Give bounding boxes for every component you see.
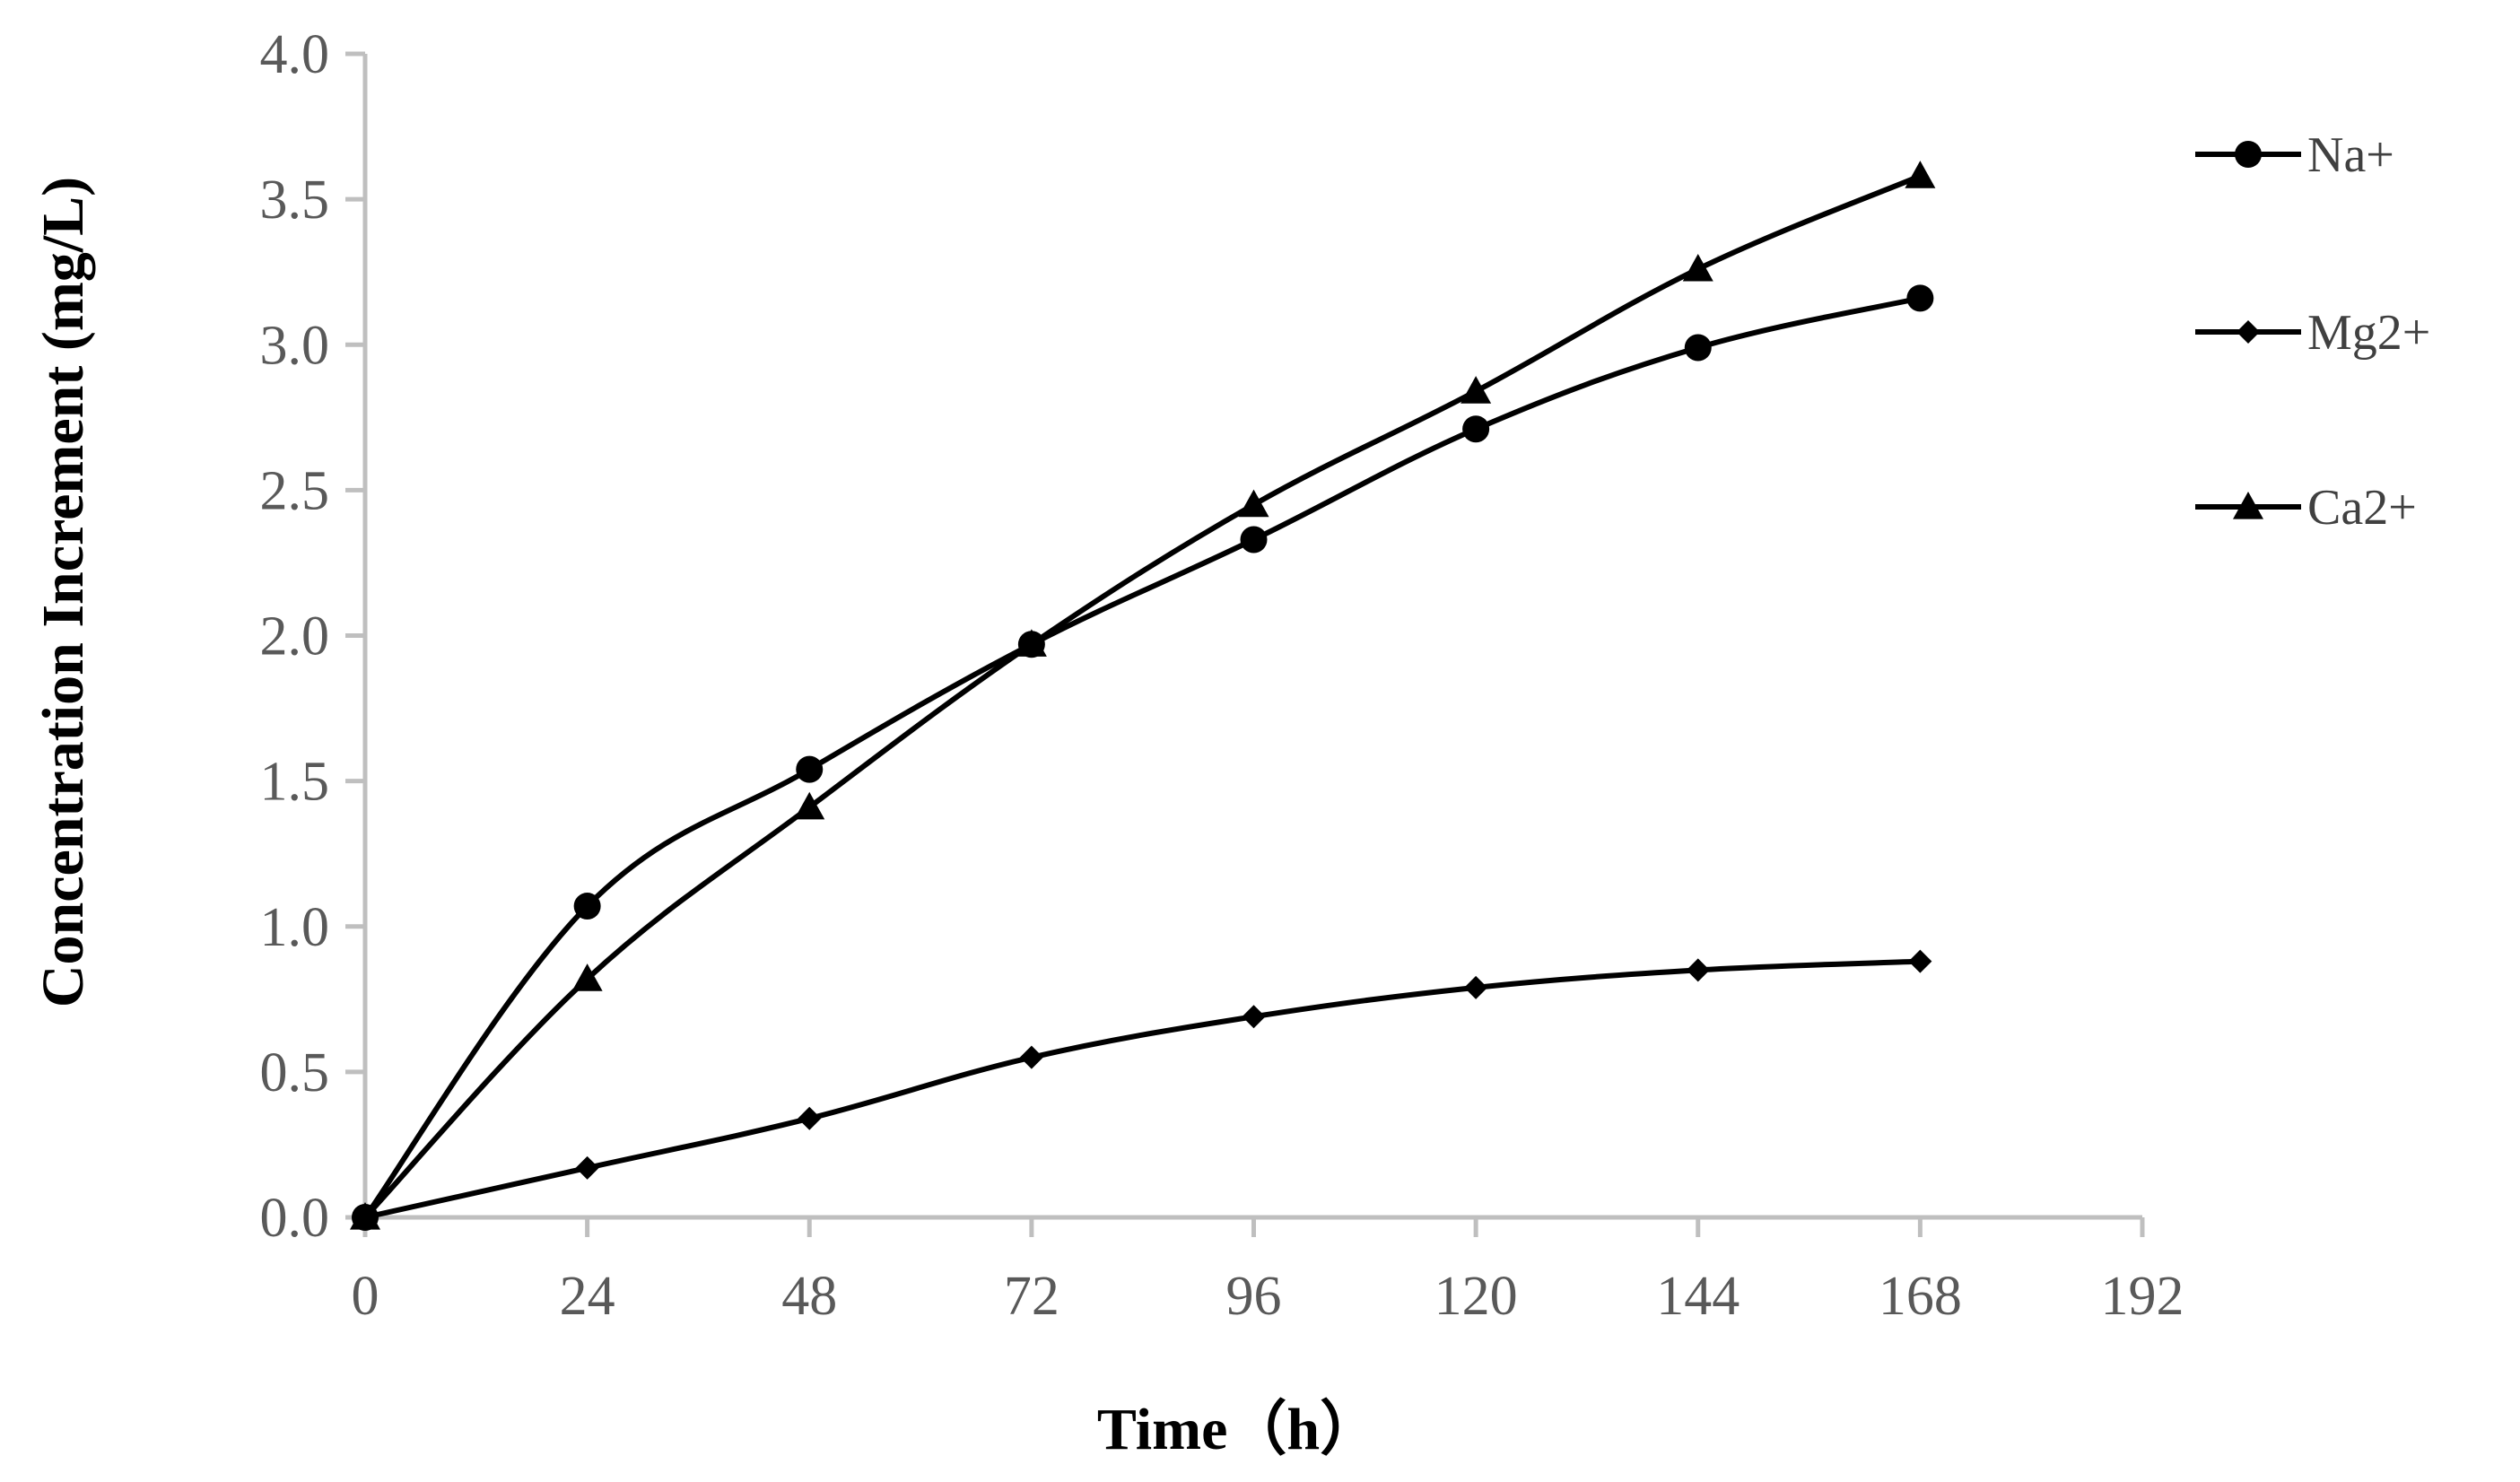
series-na-plus <box>352 284 1934 1231</box>
data-point <box>1240 526 1268 554</box>
legend-item: Mg2+ <box>2195 305 2430 361</box>
x-tick-label: 48 <box>781 1266 837 1327</box>
series-line <box>362 173 1922 1220</box>
data-point <box>1462 415 1490 443</box>
y-tick-label: 2.5 <box>260 460 330 521</box>
data-point <box>573 893 601 920</box>
y-tick-label: 1.5 <box>260 752 330 813</box>
x-tick-label: 72 <box>1004 1266 1059 1327</box>
axes: 0.0 0.5 1.0 1.5 2.0 2.5 3.0 3.5 4.0 0 24 48 72 96 120 1… <box>260 24 2184 1327</box>
y-tick-label: 1.0 <box>260 897 330 958</box>
data-point <box>1019 1045 1043 1069</box>
data-point <box>798 1106 822 1130</box>
y-tick-label: 2.0 <box>260 606 330 667</box>
data-point <box>1905 161 1936 188</box>
x-tick-label: 120 <box>1434 1266 1518 1327</box>
y-tick-label: 3.0 <box>260 315 330 376</box>
series-line <box>362 295 1922 1219</box>
x-tick-label: 96 <box>1226 1266 1282 1327</box>
y-tick-label: 0.0 <box>260 1188 330 1249</box>
data-point <box>1908 949 1932 973</box>
series-mg2-plus <box>353 949 1932 1229</box>
x-axis-title: Time（h） <box>1097 1396 1379 1462</box>
legend-label: Mg2+ <box>2307 305 2430 361</box>
x-tick-label: 168 <box>1879 1266 1962 1327</box>
y-axis-title: Concentration Increment (mg/L) <box>31 177 96 1007</box>
y-tick-label: 3.5 <box>260 170 330 231</box>
data-point <box>1242 1005 1266 1029</box>
legend-item: Ca2+ <box>2195 480 2417 536</box>
x-tick-label: 192 <box>2101 1266 2184 1327</box>
series-layer <box>350 161 1936 1231</box>
data-point <box>1686 958 1710 982</box>
x-tick-label: 24 <box>560 1266 615 1327</box>
data-point <box>1238 489 1269 518</box>
data-point <box>571 963 603 991</box>
data-point <box>1906 284 1934 312</box>
legend-item: Na+ <box>2195 127 2394 183</box>
legend-marker <box>2233 492 2263 519</box>
series-ca2-plus <box>350 161 1936 1230</box>
data-point <box>1682 253 1713 282</box>
data-point <box>350 1202 380 1230</box>
x-tick-label: 144 <box>1656 1266 1740 1327</box>
data-point <box>575 1155 599 1180</box>
legend-label: Ca2+ <box>2307 480 2417 536</box>
legend: Na+ Mg2+ Ca2+ <box>2195 127 2430 536</box>
data-point <box>1461 376 1492 404</box>
legend-label: Na+ <box>2307 127 2394 183</box>
series-line <box>364 958 1921 1220</box>
y-tick-label: 0.5 <box>260 1042 330 1103</box>
legend-marker <box>2235 141 2262 168</box>
y-tick-label: 4.0 <box>260 24 330 85</box>
data-point <box>796 755 824 783</box>
data-point <box>1464 975 1488 999</box>
data-point <box>794 791 825 820</box>
x-tick-label: 0 <box>352 1266 379 1327</box>
legend-marker <box>2237 320 2260 344</box>
data-point <box>1016 629 1047 657</box>
data-point <box>1684 334 1712 362</box>
